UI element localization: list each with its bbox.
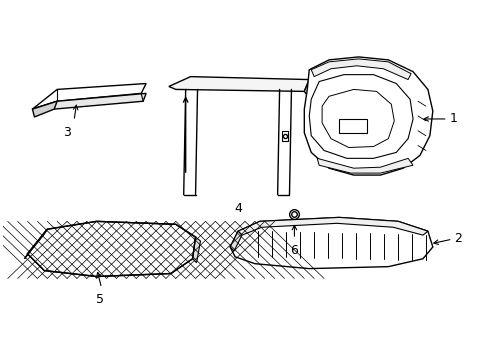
Polygon shape [24, 229, 47, 259]
Polygon shape [304, 57, 432, 175]
Polygon shape [168, 77, 308, 91]
Polygon shape [308, 75, 412, 158]
Polygon shape [317, 158, 412, 173]
Polygon shape [230, 231, 242, 251]
Polygon shape [32, 93, 146, 109]
Polygon shape [27, 221, 195, 276]
Polygon shape [310, 59, 410, 80]
Polygon shape [32, 84, 146, 109]
Text: 2: 2 [454, 231, 462, 244]
Polygon shape [304, 80, 310, 95]
Polygon shape [230, 217, 432, 269]
Polygon shape [322, 89, 393, 148]
Text: 3: 3 [63, 126, 71, 139]
Polygon shape [338, 119, 366, 133]
Polygon shape [27, 221, 195, 276]
Text: 4: 4 [234, 202, 242, 215]
Text: 6: 6 [290, 244, 298, 257]
Text: 5: 5 [96, 293, 103, 306]
Polygon shape [192, 237, 200, 263]
Polygon shape [238, 217, 427, 235]
Text: 1: 1 [449, 112, 457, 125]
Polygon shape [32, 101, 57, 117]
